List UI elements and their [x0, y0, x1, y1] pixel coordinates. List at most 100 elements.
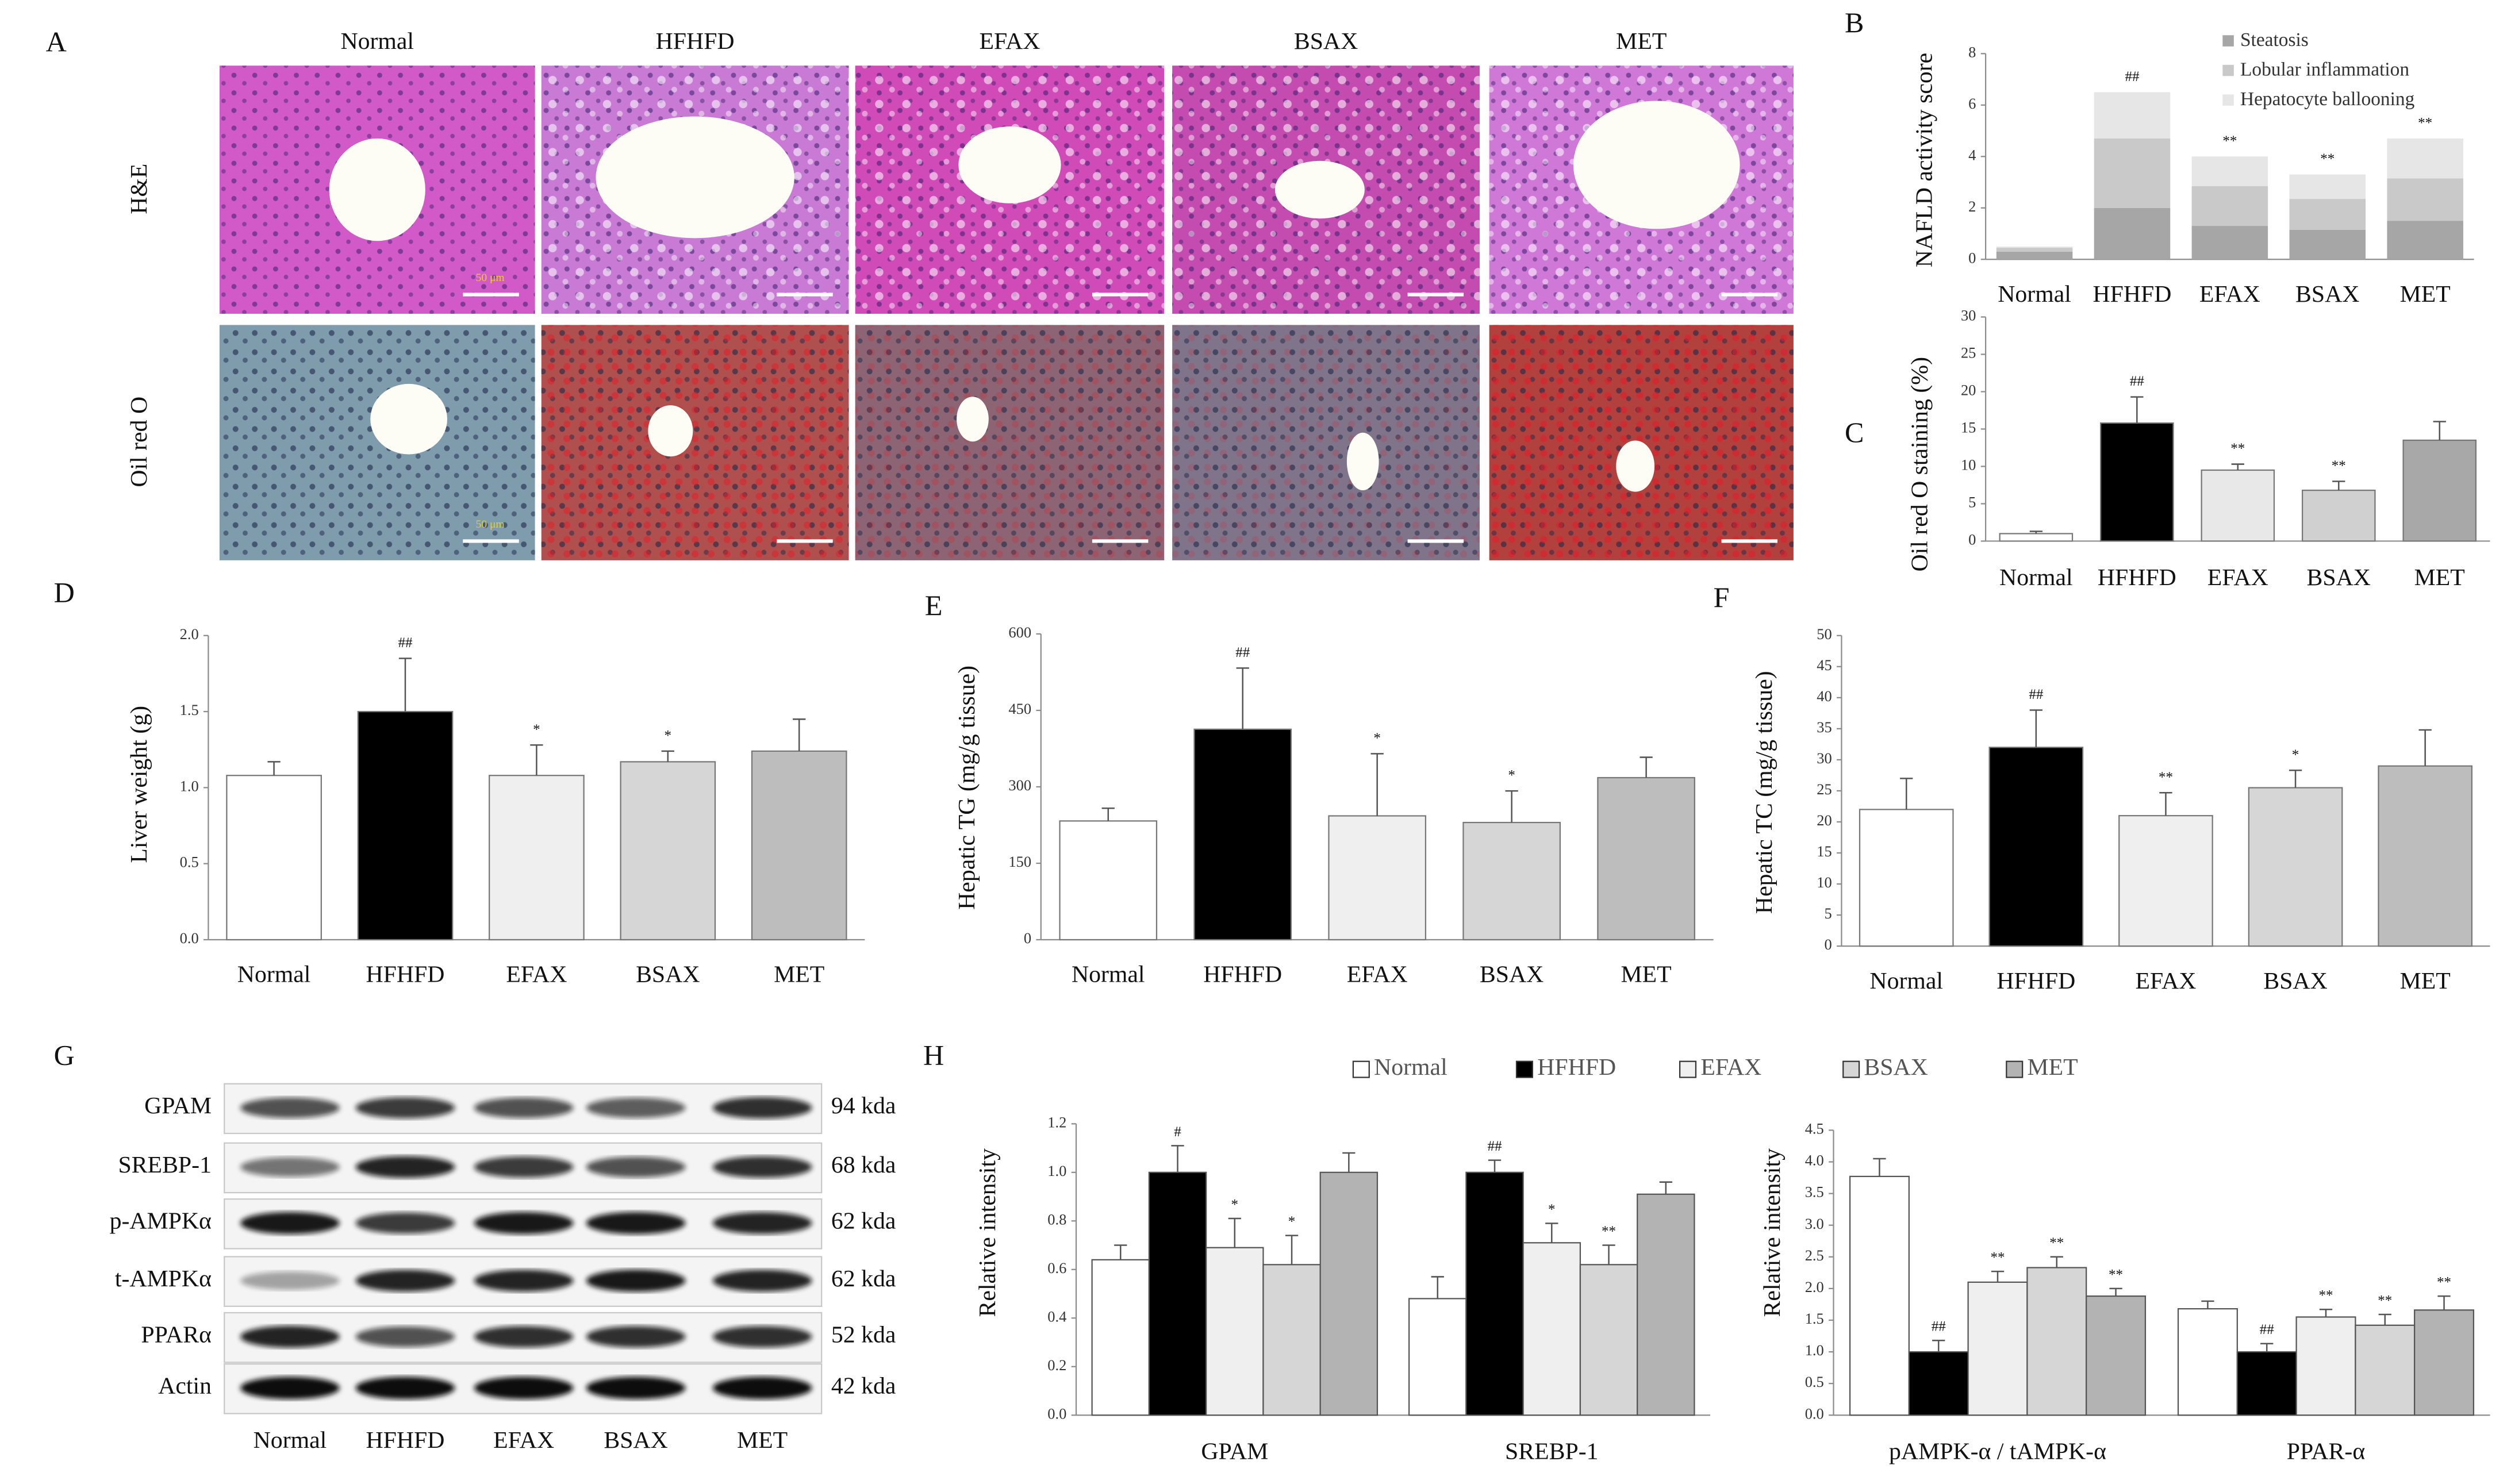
- y-tick-label: 0.4: [1047, 1308, 1066, 1325]
- x-tick-label: Normal: [1072, 962, 1145, 988]
- significance-label: **: [2378, 1293, 2392, 1309]
- panel-letter: H: [923, 1039, 944, 1071]
- y-tick-label: 2.0: [1805, 1278, 1824, 1295]
- y-tick-label: 1.5: [1805, 1310, 1824, 1327]
- blot-band: [355, 1212, 455, 1234]
- column-title: HFHFD: [656, 28, 735, 55]
- significance-label: **: [2318, 1288, 2333, 1304]
- panel-letter: E: [925, 589, 943, 621]
- y-tick-label: 15: [1817, 843, 1832, 860]
- bar-segment: [2191, 186, 2268, 226]
- vessel: [329, 138, 425, 241]
- bar: [2026, 1267, 2087, 1416]
- y-axis-label: Relative intensity: [1759, 1148, 1786, 1317]
- significance-label: **: [2222, 133, 2237, 149]
- x-tick-label: MET: [2414, 564, 2465, 591]
- x-tick-label: BSAX: [2295, 281, 2359, 307]
- bar: [226, 775, 322, 941]
- vessel: [1616, 440, 1655, 492]
- y-axis-label: Oil red O staining (%): [1906, 357, 1933, 571]
- blot-band: [240, 1377, 340, 1400]
- significance-label: **: [2159, 770, 2173, 785]
- panel-letter: C: [1845, 416, 1864, 448]
- bar-segment: [2387, 178, 2463, 221]
- y-tick-label: 35: [1817, 718, 1832, 736]
- blot-band: [355, 1097, 455, 1118]
- bar-segment: [2387, 138, 2463, 179]
- y-tick-label: 30: [1817, 749, 1832, 767]
- bar: [1462, 821, 1561, 941]
- bar-segment: [2191, 156, 2268, 186]
- legend-swatch: [2222, 35, 2234, 47]
- lane-label: Normal: [254, 1427, 327, 1454]
- significance-label: *: [533, 722, 540, 737]
- significance-label: ##: [1235, 645, 1250, 660]
- x-tick-label: SREBP-1: [1505, 1439, 1598, 1465]
- bar: [2355, 1324, 2416, 1416]
- bar: [2295, 1316, 2356, 1416]
- y-tick-label: 0: [1824, 936, 1832, 953]
- y-tick-label: 2: [1968, 198, 1976, 215]
- significance-label: *: [1231, 1197, 1239, 1213]
- bar-segment: [1996, 251, 2073, 260]
- column-title: MET: [1616, 28, 1667, 55]
- blot-band: [712, 1326, 812, 1348]
- x-tick-label: MET: [1621, 962, 1672, 988]
- blot-band: [355, 1377, 455, 1400]
- bar: [1465, 1171, 1524, 1416]
- y-tick-label: 25: [1817, 781, 1832, 798]
- x-tick-label: GPAM: [1201, 1439, 1268, 1465]
- blot-band: [586, 1326, 686, 1348]
- bar-segment: [2289, 174, 2366, 199]
- y-axis-label: Hepatic TC (mg/g tissue): [1751, 671, 1777, 914]
- vessel: [648, 405, 693, 457]
- y-tick-label: 0.5: [180, 854, 199, 871]
- x-tick-label: MET: [2400, 281, 2451, 307]
- y-tick-label: 5: [1968, 494, 1976, 511]
- legend-label: Normal: [1374, 1054, 1448, 1081]
- protein-size: 62 kda: [831, 1208, 896, 1235]
- significance-label: **: [2320, 151, 2335, 167]
- vessel: [1346, 432, 1379, 491]
- blot-band: [474, 1097, 574, 1118]
- bar: [751, 750, 847, 941]
- y-tick-label: 150: [1008, 853, 1031, 870]
- micrograph: [541, 325, 849, 560]
- blot-band: [474, 1270, 574, 1292]
- column-title: EFAX: [979, 28, 1040, 55]
- x-tick-label: Normal: [1999, 564, 2073, 591]
- significance-label: **: [1602, 1224, 1616, 1239]
- x-tick-label: MET: [774, 962, 824, 988]
- bar: [1967, 1281, 2028, 1416]
- y-tick-label: 1.0: [1805, 1341, 1824, 1359]
- bar: [1849, 1175, 1910, 1416]
- blot-band: [474, 1377, 574, 1400]
- micrograph-lipid: [855, 325, 1165, 560]
- y-tick-label: 0: [1024, 929, 1031, 947]
- significance-label: ##: [2260, 1322, 2275, 1337]
- significance-label: **: [1990, 1250, 2005, 1266]
- significance-label: ##: [1487, 1139, 1502, 1154]
- blot-band: [355, 1156, 455, 1178]
- x-tick-label: EFAX: [506, 962, 567, 988]
- bar: [620, 761, 716, 941]
- blot-band: [586, 1270, 686, 1292]
- blot-band: [712, 1156, 812, 1178]
- bar: [1205, 1247, 1264, 1416]
- significance-label: *: [2292, 747, 2299, 763]
- significance-label: **: [2049, 1235, 2064, 1251]
- blot-band: [586, 1377, 686, 1400]
- significance-label: *: [1373, 731, 1381, 746]
- protein-size: 42 kda: [831, 1372, 896, 1399]
- row-label: H&E: [126, 164, 152, 214]
- significance-label: **: [2109, 1267, 2123, 1282]
- y-tick-label: 0.2: [1047, 1356, 1066, 1374]
- vessel: [958, 126, 1061, 203]
- bar: [1859, 809, 1954, 947]
- panel-letter: G: [54, 1039, 75, 1071]
- legend-label: EFAX: [1700, 1054, 1761, 1081]
- y-axis-label: Hepatic TG (mg/g tissue): [954, 666, 980, 910]
- y-axis-label: NAFLD activity score: [1911, 53, 1938, 267]
